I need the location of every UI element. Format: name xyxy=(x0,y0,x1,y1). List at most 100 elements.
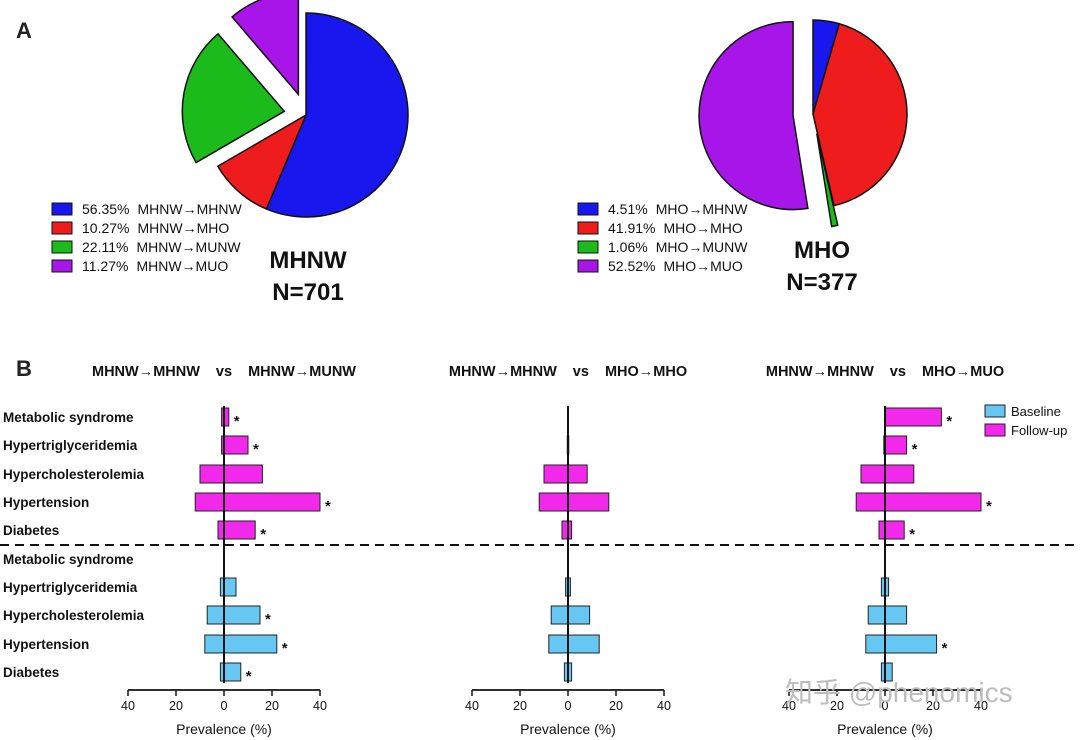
pie2-legend-swatch-3 xyxy=(577,240,599,254)
bar-panel-3-baseline-bar-4 xyxy=(865,634,938,654)
bar-panel-1-baseline-star-4: * xyxy=(282,640,288,657)
bar-panel-2-baseline-bar-4 xyxy=(548,634,600,654)
pie1-legend-value-3: 22.11% xyxy=(82,239,128,255)
row-label-baseline-4: Hypertension xyxy=(3,637,89,652)
pie2-legend-entry-1: 4.51% MHO→MHNW xyxy=(608,201,748,217)
bar-panel-2-title: MHNW→MHNW vs MHO→MHO xyxy=(449,364,687,380)
pie1-legend-value-1: 56.35% xyxy=(82,201,129,217)
pie1-group-name: MHNW xyxy=(269,247,347,274)
bar-panel-1-followup-bar-5 xyxy=(217,520,256,540)
bar-panel-3-followup-star-1: * xyxy=(946,413,952,430)
bar-panel-1-title: MHNW→MHNW vs MHNW→MUNW xyxy=(92,364,356,380)
bar-panel-3-followup-bar-5 xyxy=(878,520,905,540)
bar-panel-1-tick-label-2: 20 xyxy=(169,699,183,713)
bar-panel-2-x-label: Prevalence (%) xyxy=(520,721,616,737)
pie2-legend-label-4: MHO→MUO xyxy=(663,258,742,274)
bar-panel-2-followup-bar-5 xyxy=(561,520,573,540)
bar-panel-2-tick-label-5: 40 xyxy=(657,699,671,713)
row-label-followup-5: Diabetes xyxy=(3,523,59,538)
pie1-slice-1 xyxy=(265,12,409,218)
bar-panel-1-tick-label-4: 20 xyxy=(265,699,279,713)
pie1-legend-entry-4: 11.27% MHNW→MUO xyxy=(82,258,228,274)
bar-panel-3-tick-label-4: 20 xyxy=(926,699,940,713)
bar-panel-3-tick-label-2: 20 xyxy=(830,699,844,713)
bar-panel-2-followup-bar-3 xyxy=(543,464,588,484)
pie1-legend-swatch-3 xyxy=(51,240,73,254)
pie2-slice-4 xyxy=(698,20,809,211)
pie2-legend-value-4: 52.52% xyxy=(608,258,655,274)
pie1-legend-entry-2: 10.27% MHNW→MHO xyxy=(82,220,229,236)
bar-panel-3-followup-star-5: * xyxy=(909,526,915,543)
bar-panel-1-baseline-bar-4 xyxy=(204,634,278,654)
bar-panel-1-followup-star-1: * xyxy=(234,413,240,430)
bar-panel-2-tick-label-1: 40 xyxy=(465,699,479,713)
pie-legends: 56.35% MHNW→MHNW 10.27% MHNW→MHO 22.11% MHNW→… xyxy=(51,201,748,274)
pie1-legend-entry-1: 56.35% MHNW→MHNW xyxy=(82,201,242,217)
bar-panel-1-followup-bar-4 xyxy=(194,492,321,512)
pie2-legend-swatch-2 xyxy=(577,221,599,235)
bar-panel-1-title-right: MHNW→MUNW xyxy=(248,364,356,380)
bar-panel-3-title: MHNW→MHNW vs MHO→MUO xyxy=(766,364,1004,380)
bar-panel-3-title-right: MHO→MUO xyxy=(922,364,1004,380)
bar-panel-1-baseline-star-5: * xyxy=(246,668,252,685)
row-label-baseline-2: Hypertriglyceridemia xyxy=(3,580,138,595)
bar-panel-3-followup-bar-3 xyxy=(860,464,915,484)
pie1-legend-value-4: 11.27% xyxy=(82,258,128,274)
panel-label-b: B xyxy=(16,356,32,381)
bar-panel-3-followup-bar-1 xyxy=(884,407,942,427)
pie1-slice-4 xyxy=(230,0,300,97)
bar-panel-3-followup-bar-4 xyxy=(855,492,982,512)
bar-panel-1-x-label: Prevalence (%) xyxy=(176,721,272,737)
pie1-slice-2 xyxy=(216,113,308,210)
row-label-followup-4: Hypertension xyxy=(3,495,89,510)
watermark: 知乎 @phenomics xyxy=(785,677,1013,708)
pie2-n-label: N=377 xyxy=(786,269,857,296)
row-label-followup-3: Hypercholesterolemia xyxy=(3,467,145,482)
bar-panel-1-tick-label-1: 40 xyxy=(121,699,135,713)
bar-panel-1-followup-bar-2 xyxy=(221,435,249,455)
pie1-legend-entry-3: 22.11% MHNW→MUNW xyxy=(82,239,241,255)
panel-label-a: A xyxy=(16,18,32,43)
pie2-legend-label-1: MHO→MHNW xyxy=(656,201,749,217)
pie1-slice-3 xyxy=(181,32,286,164)
bar-panel-3-title-left: MHNW→MHNW xyxy=(766,364,874,380)
row-label-baseline-1: Metabolic syndrome xyxy=(3,552,134,567)
bar-panel-1-baseline-bar-2 xyxy=(219,577,237,597)
bar-panel-2-baseline-bar-3 xyxy=(550,605,591,625)
bar-panel-2-title-vs: vs xyxy=(573,364,589,380)
pie2-legend-swatch-4 xyxy=(577,259,599,273)
pie2-legend-entry-3: 1.06% MHO→MUNW xyxy=(608,239,748,255)
bar-panel-3-baseline-star-4: * xyxy=(942,640,948,657)
bar-legend-swatch-2 xyxy=(984,423,1006,437)
bar-legend-label-1: Baseline xyxy=(1011,404,1061,419)
pie2-legend-entry-4: 52.52% MHO→MUO xyxy=(608,258,743,274)
bar-panel-1-followup-star-2: * xyxy=(253,441,259,458)
bar-panel-2-tick-label-4: 20 xyxy=(609,699,623,713)
bar-panel-1-baseline-star-3: * xyxy=(265,611,271,628)
bar-panel-1-baseline-bar-3 xyxy=(206,605,261,625)
bar-panel-3-tick-label-3: 0 xyxy=(882,699,889,713)
pie1-legend-swatch-4 xyxy=(51,259,73,273)
pie1-legend-label-4: MHNW→MUO xyxy=(136,258,228,274)
bar-panel-3-baseline-bar-3 xyxy=(867,605,908,625)
pie2-slice-3 xyxy=(816,133,839,228)
bar-panel-1-tick-label-3: 0 xyxy=(221,699,228,713)
pie1-legend-swatch-2 xyxy=(51,221,73,235)
bar-panel-1-followup-bar-3 xyxy=(199,464,263,484)
bar-panel-2-title-left: MHNW→MHNW xyxy=(449,364,557,380)
bar-panel-1-followup-star-5: * xyxy=(260,526,266,543)
bar-panel-1-baseline-bar-5 xyxy=(219,662,242,682)
bar-panel-1-followup-bar-1 xyxy=(221,407,230,427)
bar-panel-3-followup-star-2: * xyxy=(912,441,918,458)
bar-legend-swatch-1 xyxy=(984,404,1006,418)
bar-panel-1-title-left: MHNW→MHNW xyxy=(92,364,200,380)
bar-panel-2-title-right: MHO→MHO xyxy=(605,364,687,380)
pie-charts xyxy=(181,0,908,228)
bar-panel-3-tick-label-1: 40 xyxy=(782,699,796,713)
bar-panel-3-baseline-bar-5 xyxy=(880,662,893,682)
pie1-legend-label-1: MHNW→MHNW xyxy=(137,201,242,217)
bar-panels: Metabolic syndrome Hypertriglyceridemia Hy… xyxy=(0,364,1080,737)
row-label-followup-2: Hypertriglyceridemia xyxy=(3,438,138,453)
bar-panel-2-tick-label-2: 20 xyxy=(513,699,527,713)
pie1-legend-value-2: 10.27% xyxy=(82,220,129,236)
